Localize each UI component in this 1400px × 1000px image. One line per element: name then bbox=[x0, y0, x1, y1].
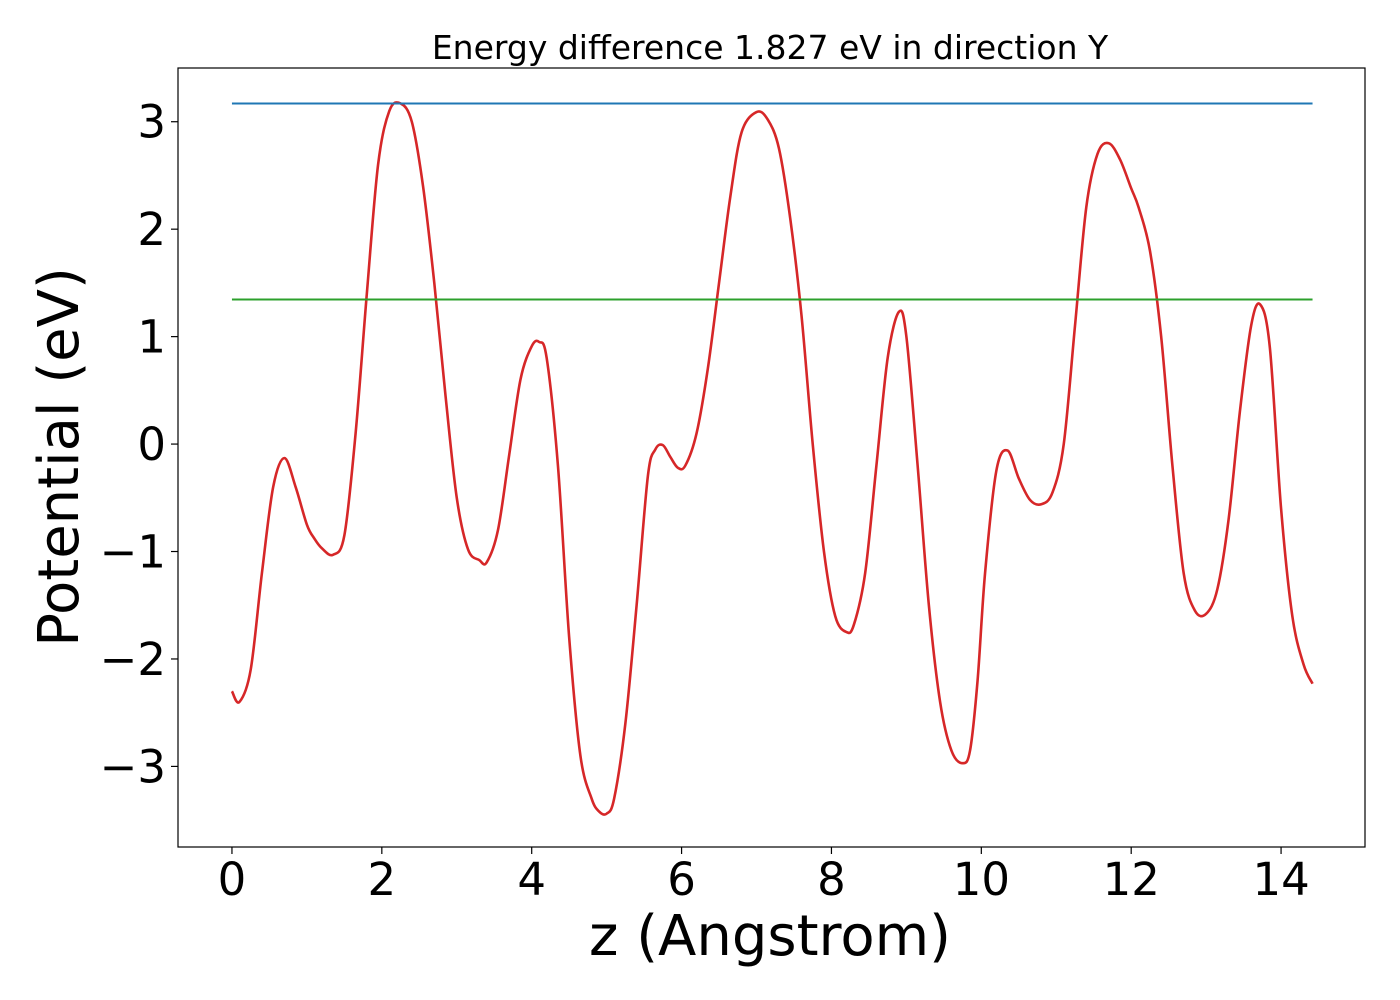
x-axis-label: z (Angstrom) bbox=[589, 904, 951, 969]
chart-title: Energy difference 1.827 eV in direction … bbox=[432, 28, 1109, 67]
y-tick-label: −2 bbox=[100, 633, 166, 686]
series-line-0 bbox=[230, 101, 1314, 816]
y-tick-label: 0 bbox=[137, 418, 166, 471]
x-tick-label: 8 bbox=[817, 853, 846, 906]
y-tick-label: −3 bbox=[100, 740, 166, 793]
y-tick-label: −1 bbox=[100, 526, 166, 579]
x-tick-label: 14 bbox=[1252, 853, 1309, 906]
y-tick-label: 1 bbox=[137, 311, 166, 364]
x-tick-label: 4 bbox=[517, 853, 546, 906]
y-tick-label: 3 bbox=[137, 96, 166, 149]
x-tick-label: 2 bbox=[368, 853, 397, 906]
x-tick-label: 0 bbox=[218, 853, 247, 906]
plot-frame bbox=[177, 67, 1366, 848]
y-axis-label: Potential (eV) bbox=[27, 267, 92, 647]
y-tick-label: 2 bbox=[137, 203, 166, 256]
y-axis-ticks: −3 −2 −1 0 1 2 3 bbox=[100, 96, 178, 793]
x-axis-ticks: 0 2 4 6 8 10 12 14 bbox=[218, 847, 1310, 906]
series-layer bbox=[230, 101, 1314, 816]
x-tick-label: 6 bbox=[667, 853, 696, 906]
x-tick-label: 10 bbox=[953, 853, 1010, 906]
x-tick-label: 12 bbox=[1103, 853, 1160, 906]
